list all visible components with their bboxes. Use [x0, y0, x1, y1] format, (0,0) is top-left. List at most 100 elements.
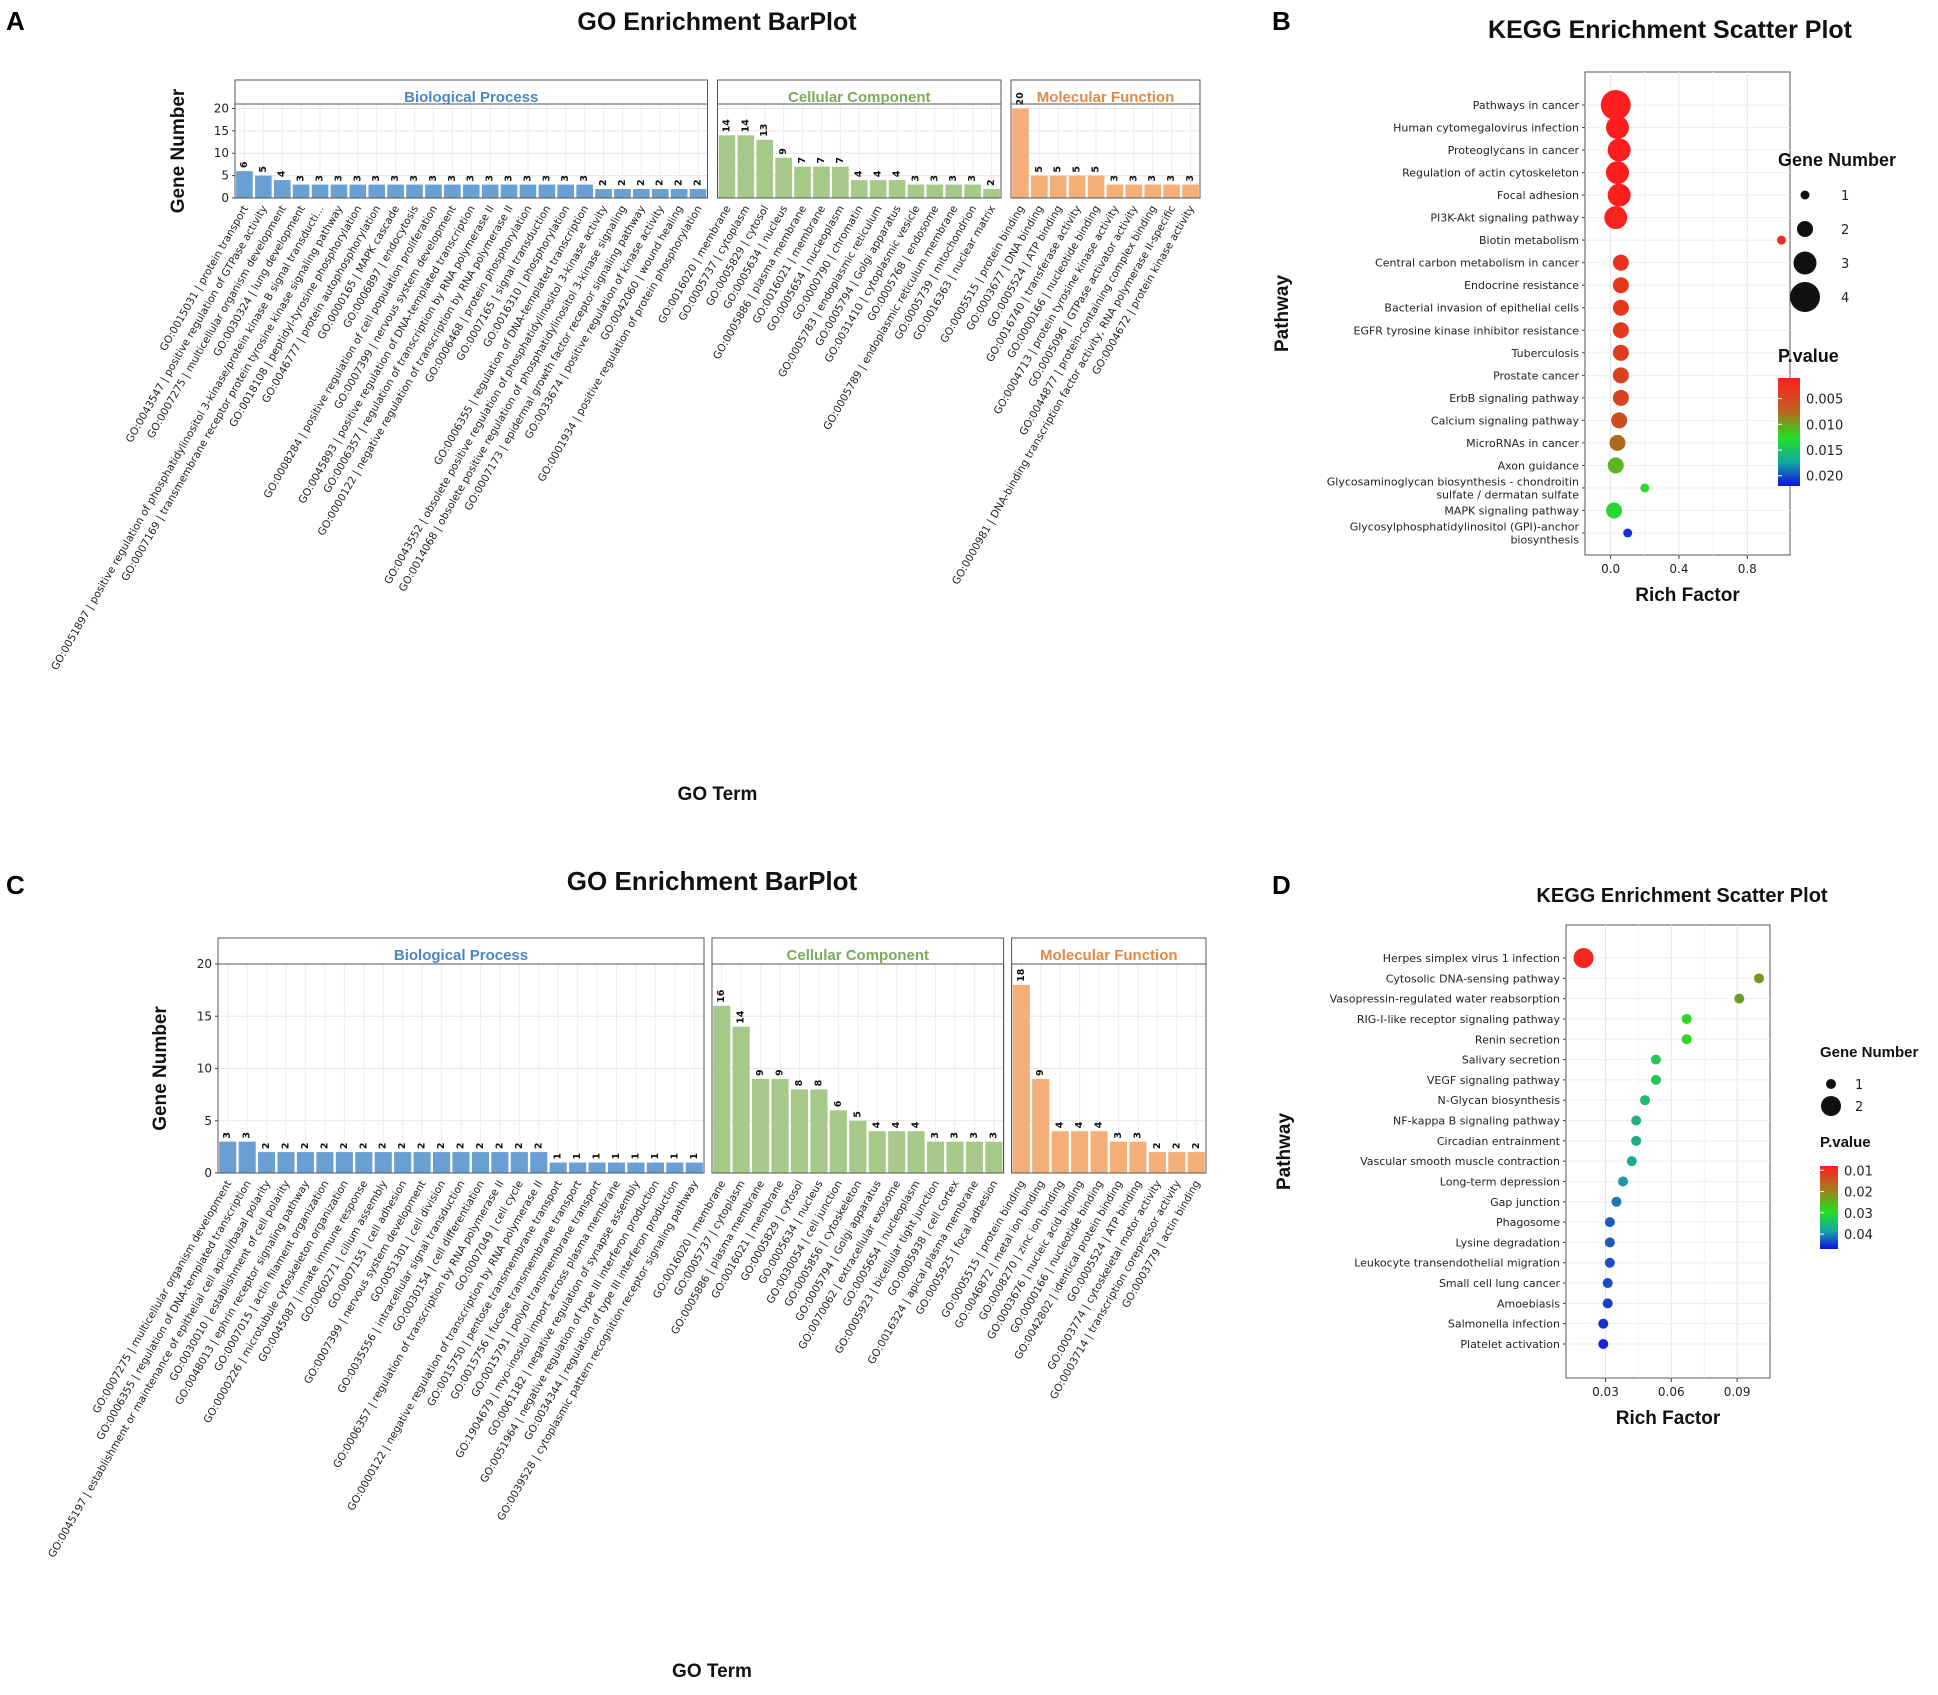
data-point: [1607, 457, 1624, 474]
y-tick-label: 20: [214, 101, 229, 115]
bar: [491, 1152, 509, 1173]
data-point: [1754, 973, 1765, 984]
chart-title: GO Enrichment BarPlot: [567, 866, 858, 896]
bar-value-label: 3: [242, 1132, 253, 1139]
data-point: [1604, 1257, 1615, 1268]
pathway-label: NF-kappa B signaling pathway: [1393, 1115, 1560, 1128]
bar: [238, 1141, 256, 1173]
pathway-label: MAPK signaling pathway: [1444, 504, 1579, 517]
bar-value-label: 2: [417, 1142, 428, 1149]
bar: [850, 180, 868, 198]
bar-value-label: 3: [1109, 175, 1120, 182]
panel-d-kegg-scatter: KEGG Enrichment Scatter Plot 0.03 0.06 0.09…: [1274, 885, 1919, 1429]
bar-value-label: 3: [1132, 1132, 1143, 1139]
bar: [1051, 1131, 1069, 1173]
bar-value-label: 4: [873, 170, 884, 177]
bar-value-label: 3: [1185, 175, 1196, 182]
bar: [1087, 175, 1105, 198]
bar: [1090, 1131, 1108, 1173]
x-tick-label: 0.03: [1592, 1385, 1619, 1399]
pathway-label: Regulation of actin cytoskeleton: [1402, 167, 1579, 180]
size-legend-circle: [1826, 1079, 1836, 1089]
bar-value-label: 2: [986, 179, 997, 186]
bar: [1144, 184, 1162, 198]
bar: [965, 1141, 983, 1173]
pathway-label: Endocrine resistance: [1464, 279, 1579, 292]
bar-value-label: 1: [553, 1153, 564, 1160]
panel-letter-c: C: [6, 870, 25, 900]
bar-value-label: 4: [854, 170, 865, 177]
bar-value-label: 1: [689, 1153, 700, 1160]
bar: [633, 189, 650, 198]
pathway-label: Gap junction: [1490, 1196, 1560, 1209]
bar: [1148, 1152, 1166, 1173]
x-axis-title: Rich Factor: [1616, 1408, 1721, 1429]
data-point: [1605, 116, 1629, 140]
data-point: [1604, 1237, 1615, 1248]
pathway-label: EGFR tyrosine kinase inhibitor resistanc…: [1354, 324, 1580, 337]
bar: [595, 189, 612, 198]
bar: [607, 1162, 626, 1173]
bar-value-label: 2: [397, 1142, 408, 1149]
bar: [349, 184, 367, 198]
facet-label: Cellular Component: [787, 947, 930, 964]
data-point: [1623, 528, 1633, 538]
bar-value-label: 3: [522, 175, 533, 182]
pathway-label: Circadian entrainment: [1437, 1135, 1561, 1148]
data-point: [1681, 1013, 1692, 1024]
pathway-label: sulfate / dermatan sulfate: [1436, 488, 1579, 501]
bar-value-label: 7: [816, 157, 827, 164]
bar-value-label: 1: [650, 1153, 661, 1160]
bar: [292, 184, 310, 198]
bar-value-label: 2: [281, 1142, 292, 1149]
bar: [1068, 175, 1086, 198]
data-point: [1602, 1298, 1613, 1309]
bar-value-label: 2: [358, 1142, 369, 1149]
bar: [1109, 1141, 1128, 1173]
data-point: [1631, 1135, 1642, 1146]
facet-border: [717, 103, 1002, 199]
color-legend-label: 0.02: [1844, 1186, 1873, 1201]
x-tick-label: GO:0051897 | positive regulation of phos…: [49, 204, 327, 673]
pathway-label: Focal adhesion: [1497, 189, 1579, 202]
x-tick-label: 0.8: [1738, 562, 1757, 576]
data-point: [1612, 299, 1629, 316]
bar-value-label: 4: [277, 170, 288, 177]
facet-border: [234, 103, 708, 199]
bar: [614, 189, 631, 198]
bar-value-label: 3: [930, 1132, 941, 1139]
size-legend-label: 2: [1855, 1100, 1863, 1115]
bar-value-label: 1: [572, 1153, 583, 1160]
bar-value-label: 3: [560, 175, 571, 182]
size-legend-circle: [1800, 190, 1810, 200]
pathway-label: Glycosaminoglycan biosynthesis - chondro…: [1327, 475, 1579, 488]
bar: [425, 184, 442, 198]
data-point: [1612, 277, 1629, 294]
bar: [810, 1089, 828, 1173]
pathway-label: Leukocyte transendothelial migration: [1354, 1257, 1560, 1270]
data-point: [1639, 1095, 1650, 1106]
pathway-label: Salivary secretion: [1462, 1054, 1560, 1067]
pathway-label: VEGF signaling pathway: [1427, 1074, 1561, 1087]
bar-value-label: 16: [716, 989, 727, 1003]
bar-value-label: 2: [514, 1142, 525, 1149]
bar-value-label: 3: [447, 175, 458, 182]
data-point: [1609, 434, 1626, 451]
panel-letter-b: B: [1272, 6, 1291, 36]
bar: [945, 184, 963, 198]
bar: [1106, 184, 1124, 198]
bar: [868, 1131, 886, 1173]
bar-value-label: 7: [835, 157, 846, 164]
bar-value-label: 14: [736, 1010, 747, 1024]
bar: [713, 1005, 731, 1173]
pathway-label: Bacterial invasion of epithelial cells: [1384, 302, 1579, 315]
bar: [355, 1152, 373, 1173]
bar: [666, 1162, 684, 1173]
bar: [813, 166, 830, 198]
bar-value-label: 1: [592, 1153, 603, 1160]
data-point: [1573, 948, 1594, 968]
pathway-label: Salmonella infection: [1448, 1318, 1560, 1331]
